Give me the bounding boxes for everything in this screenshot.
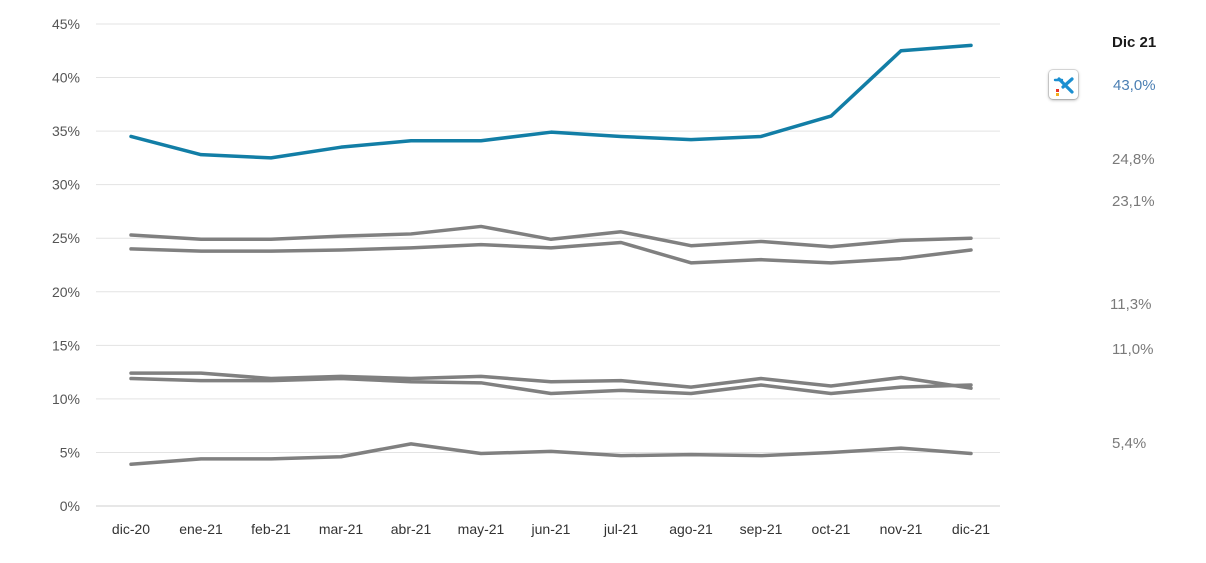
y-tick-label: 35% xyxy=(52,123,80,139)
side-panel-title: Dic 21 xyxy=(1112,34,1157,51)
side-label-5: 11,0% xyxy=(1112,341,1154,358)
series-line-3 xyxy=(129,240,973,265)
x-tick-label: abr-21 xyxy=(391,521,432,537)
x-tick-label: ene-21 xyxy=(179,521,223,537)
series-line-6 xyxy=(129,442,973,466)
logo xyxy=(1049,70,1078,99)
y-tick-label: 30% xyxy=(52,177,80,193)
series-line-2 xyxy=(129,224,973,249)
side-label-3: 23,1% xyxy=(1112,193,1155,210)
series-line-4 xyxy=(129,371,973,390)
series-line-5 xyxy=(129,376,973,396)
y-tick-label: 40% xyxy=(52,70,80,86)
x-tick-label: feb-21 xyxy=(251,521,291,537)
x-tick-label: may-21 xyxy=(458,521,505,537)
y-tick-label: 5% xyxy=(60,444,80,460)
side-label-2: 24,8% xyxy=(1112,151,1155,168)
y-tick-label: 20% xyxy=(52,284,80,300)
x-tick-label: sep-21 xyxy=(740,521,783,537)
y-tick-label: 10% xyxy=(52,391,80,407)
x-tick-label: jun-21 xyxy=(531,521,571,537)
x-tick-label: mar-21 xyxy=(319,521,364,537)
star-logo-icon xyxy=(1053,77,1074,96)
x-tick-label: jul-21 xyxy=(603,521,638,537)
y-tick-label: 25% xyxy=(52,230,80,246)
x-tick-label: nov-21 xyxy=(880,521,923,537)
y-tick-label: 15% xyxy=(52,337,80,353)
line-chart: 0% 5% 10% 15% 20% 25% 30% 35% 40% 45% dic-20 ene-21… xyxy=(52,16,1000,537)
y-tick-label: 0% xyxy=(60,498,80,514)
x-tick-label: ago-21 xyxy=(669,521,713,537)
side-label-1: 43,0% xyxy=(1113,77,1156,94)
x-tick-label: dic-20 xyxy=(112,521,150,537)
side-label-4: 11,3% xyxy=(1110,296,1152,313)
y-tick-label: 45% xyxy=(52,16,80,32)
side-label-6: 5,4% xyxy=(1112,435,1147,452)
x-tick-label: dic-21 xyxy=(952,521,990,537)
series-line-1 xyxy=(129,43,973,160)
x-tick-label: oct-21 xyxy=(812,521,851,537)
